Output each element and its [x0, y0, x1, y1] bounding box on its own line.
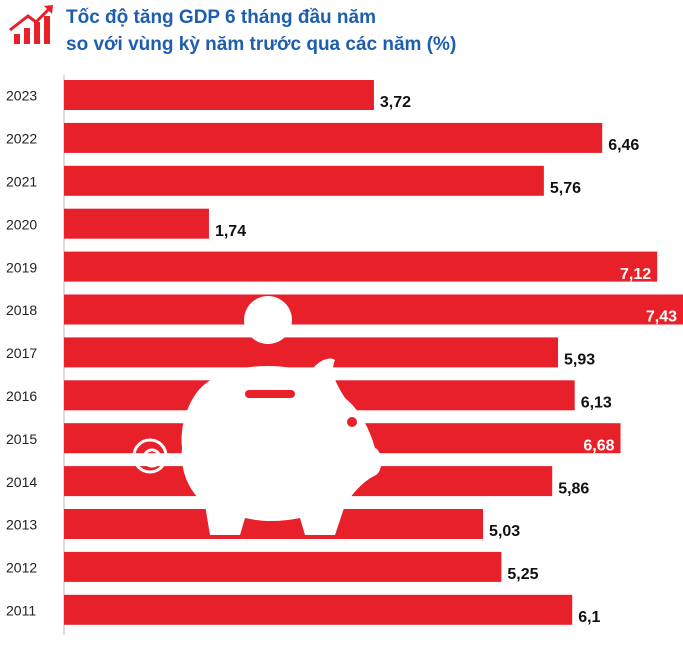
y-tick-label: 2011	[6, 603, 36, 619]
y-tick-label: 2020	[6, 216, 37, 232]
bar	[64, 595, 572, 625]
y-tick-label: 2014	[6, 474, 37, 490]
page: Tốc độ tăng GDP 6 tháng đầu năm so với v…	[0, 0, 683, 664]
y-tick-label: 2019	[6, 259, 37, 275]
value-label: 6,68	[583, 437, 614, 454]
value-label: 6,13	[581, 395, 612, 412]
y-tick-label: 2012	[6, 560, 37, 576]
y-tick-label: 2016	[6, 388, 37, 404]
chart-title: Tốc độ tăng GDP 6 tháng đầu năm	[66, 7, 376, 28]
y-tick-label: 2022	[6, 131, 37, 147]
y-tick-label: 2023	[6, 88, 37, 104]
value-label: 3,72	[380, 94, 411, 111]
y-tick-label: 2018	[6, 302, 37, 318]
chart-title: so với vùng kỳ năm trước qua các năm (%)	[66, 34, 456, 55]
value-label: 7,43	[646, 309, 677, 326]
y-tick-label: 2021	[6, 174, 37, 190]
value-label: 5,93	[564, 352, 595, 369]
bar	[64, 166, 544, 196]
y-tick-label: 2017	[6, 345, 37, 361]
title-icon	[10, 5, 53, 44]
bars: 2023 3,72 2022 6,46 2021 5,76 2020 1,74 2019 7,12…	[6, 80, 683, 626]
value-label: 5,86	[558, 480, 589, 497]
value-label: 6,46	[608, 137, 639, 154]
value-label: 5,03	[489, 523, 520, 540]
value-label: 7,12	[620, 266, 651, 283]
bar	[64, 295, 683, 325]
bar	[64, 337, 558, 367]
bar	[64, 552, 501, 582]
bar	[64, 209, 209, 239]
value-label: 5,25	[507, 566, 538, 583]
bar	[64, 123, 602, 153]
piggy-bank	[134, 296, 381, 535]
y-tick-label: 2013	[6, 517, 37, 533]
value-label: 5,76	[550, 180, 581, 197]
value-label: 1,74	[215, 223, 246, 240]
chart: Tốc độ tăng GDP 6 tháng đầu năm so với v…	[0, 0, 683, 664]
y-tick-label: 2015	[6, 431, 37, 447]
value-label: 6,1	[578, 609, 600, 626]
bar	[64, 80, 374, 110]
bar	[64, 252, 657, 282]
